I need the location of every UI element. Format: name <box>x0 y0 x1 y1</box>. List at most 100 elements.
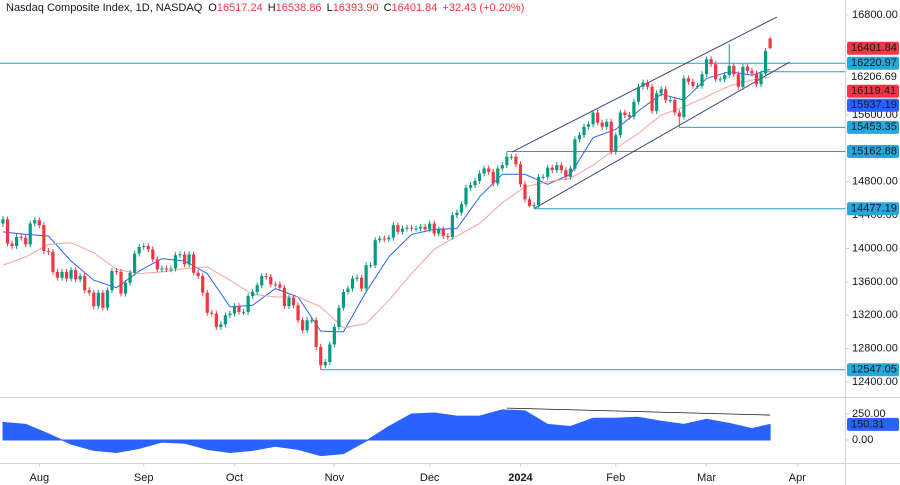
candle-body <box>350 278 355 289</box>
candle-body <box>355 277 359 279</box>
candle-body <box>487 168 491 172</box>
oscillator-trendline <box>506 407 771 416</box>
candle-body <box>278 284 282 288</box>
header-text: 16393.90 <box>332 2 379 14</box>
x-tick-label: Mar <box>697 472 716 484</box>
candle-body <box>142 246 146 248</box>
candle-body <box>709 59 713 65</box>
candle-body <box>691 81 695 86</box>
price-label: 15937.19 <box>851 99 897 111</box>
candle-body <box>296 305 300 321</box>
candle-body <box>423 226 427 230</box>
candle-body <box>409 227 414 229</box>
candle-body <box>532 205 536 207</box>
candle-body <box>596 112 600 123</box>
candle-body <box>55 271 60 278</box>
price-label-bg <box>847 363 899 377</box>
candle-body <box>523 184 527 200</box>
price-label: 16206.69 <box>851 71 897 83</box>
price-label-bg <box>847 202 899 216</box>
candle-body <box>659 89 663 94</box>
candle-body <box>169 268 173 270</box>
candle-body <box>33 220 37 224</box>
candle-body <box>718 79 722 81</box>
candle-body <box>378 238 382 241</box>
candle-body <box>46 251 50 253</box>
header-text: 16517.24 <box>216 2 263 14</box>
candle-body <box>146 246 150 250</box>
candle-body <box>182 254 187 265</box>
candle-body <box>714 64 718 80</box>
candle-body <box>555 165 559 171</box>
y-tick-label: 12400.00 <box>852 376 898 388</box>
candle-body <box>96 292 100 307</box>
candle-body <box>164 268 169 270</box>
price-label: 12547.05 <box>851 364 897 376</box>
candle-body <box>609 121 613 152</box>
candle-body <box>246 296 250 312</box>
candle-body <box>446 236 450 238</box>
candle-body <box>605 121 609 127</box>
candle-body <box>623 112 627 116</box>
candle-body <box>600 122 604 127</box>
candle-body <box>237 306 241 312</box>
candle-body <box>64 271 69 279</box>
candle-body <box>428 223 432 230</box>
candle-body <box>491 171 495 184</box>
candle-body <box>310 320 314 322</box>
candle-body <box>591 112 595 125</box>
candle-body <box>537 176 541 206</box>
candle-body <box>478 173 482 181</box>
candle-body <box>723 75 727 80</box>
candle-body <box>24 237 28 245</box>
candle-body <box>346 288 350 292</box>
candle-body <box>682 78 686 117</box>
header-text: 16538.86 <box>275 2 322 14</box>
candle-body <box>450 215 454 237</box>
y-tick-label: 16800.00 <box>852 9 898 21</box>
candle-body <box>187 254 191 265</box>
candle-body <box>232 306 237 314</box>
candle-body <box>123 282 128 294</box>
candle-body <box>627 115 631 117</box>
candle-body <box>37 220 41 226</box>
candle-body <box>614 135 618 152</box>
x-tick-label: Dec <box>420 472 440 484</box>
candle-body <box>759 73 763 85</box>
header-text: H <box>267 2 276 14</box>
candle-body <box>704 59 709 75</box>
candle-body <box>223 315 228 325</box>
candle-body <box>763 50 768 74</box>
candle-body <box>455 212 459 216</box>
candle-body <box>441 229 445 237</box>
candle-body <box>750 70 754 74</box>
oscillator-pane <box>2 407 771 457</box>
candle-body <box>686 78 691 82</box>
candle-body <box>369 265 373 267</box>
candle-body <box>641 82 645 87</box>
candle-body <box>260 276 264 286</box>
candle-body <box>745 66 750 71</box>
price-label: 16119.41 <box>851 85 896 97</box>
candle-body <box>105 290 109 308</box>
candle-body <box>210 312 214 314</box>
price-label: 15162.88 <box>851 145 897 157</box>
oscillator-label-bg <box>847 417 899 431</box>
candle-body <box>137 246 141 254</box>
candle-body <box>482 168 486 174</box>
candle-body <box>255 285 259 292</box>
candle-body <box>564 170 568 177</box>
candle-body <box>19 236 23 238</box>
candle-body <box>110 271 114 291</box>
price-label: 15453.35 <box>851 121 897 133</box>
candle-body <box>414 228 418 230</box>
candle-body <box>382 238 386 240</box>
candle-body <box>10 243 14 247</box>
candle-body <box>468 185 473 188</box>
oscillator-label: 150.31 <box>851 418 885 430</box>
candle-body <box>264 276 268 278</box>
candle-body <box>400 228 405 232</box>
candle-body <box>732 65 736 75</box>
header-text: 16401.84 <box>391 2 438 14</box>
